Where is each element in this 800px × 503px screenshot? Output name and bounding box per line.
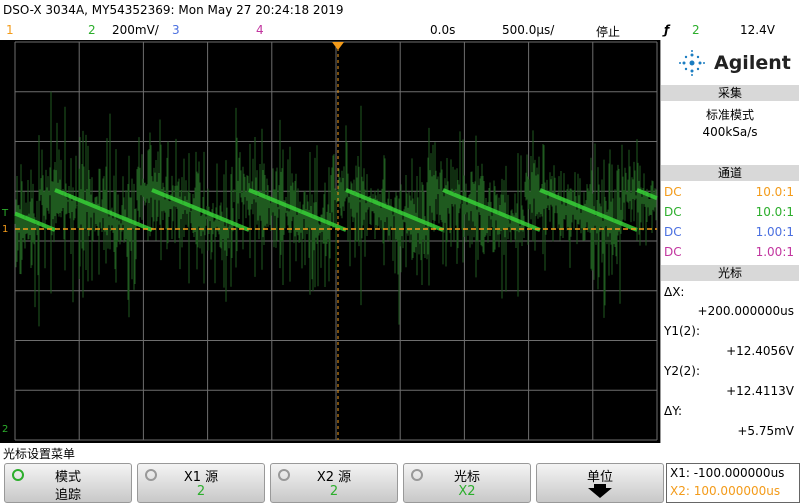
probe-ratio: 1.00:1 xyxy=(755,245,794,259)
trace xyxy=(14,188,658,232)
key-value: 追踪 xyxy=(54,488,81,503)
key-value: X2 xyxy=(458,484,476,499)
status-bar: 1 2 200mV/ 3 4 0.0s 500.0µs/ 停止 xyxy=(0,22,660,40)
down-arrow xyxy=(588,484,612,498)
rotate-icon xyxy=(278,469,290,481)
trigger-level: 12.4V xyxy=(740,23,775,37)
ch2-marker: 2 xyxy=(2,424,8,435)
channels-title: 通道 xyxy=(661,165,799,181)
x1-readout: X1: -100.000000us xyxy=(670,466,785,480)
coupling: DC xyxy=(664,225,682,239)
y2: +12.4113V xyxy=(726,384,794,398)
trigger-source: 2 xyxy=(692,23,700,37)
key-value: 2 xyxy=(196,484,206,499)
probe-ratio: 1.00:1 xyxy=(755,225,794,239)
rotate-icon xyxy=(145,469,157,481)
side-panel xyxy=(660,40,800,443)
trigger-pos xyxy=(332,42,344,50)
probe-ratio: 10.0:1 xyxy=(755,185,794,199)
brand: Agilent xyxy=(714,52,791,74)
ch1: 1 xyxy=(6,23,14,37)
key-label: X1 源 xyxy=(183,470,219,485)
key-label: 模式 xyxy=(54,470,81,485)
delay: 0.0s xyxy=(430,23,456,37)
key-icon xyxy=(537,484,663,502)
y1-label: Y1(2): xyxy=(664,324,701,338)
logo-icon xyxy=(679,50,705,76)
key-value: 2 xyxy=(329,484,339,499)
rotate-icon xyxy=(411,469,423,481)
cursors-title: 光标 xyxy=(661,265,799,281)
key-label: 单位 xyxy=(586,470,613,485)
sample-rate: 400kSa/s xyxy=(702,125,758,139)
ch2: 2 xyxy=(88,23,96,37)
run-state: 停止 xyxy=(596,25,621,39)
softkey[interactable]: 光标 X2 xyxy=(403,463,531,503)
dy-label: ΔY: xyxy=(664,404,682,418)
dx-label: ΔX: xyxy=(664,285,685,299)
key-label: X2 源 xyxy=(316,470,352,485)
ch3: 3 xyxy=(172,23,180,37)
trigger-marker: T xyxy=(1,208,9,219)
ch2-scale: 200mV/ xyxy=(112,23,159,37)
knob-icon xyxy=(410,468,424,486)
knob-icon xyxy=(144,468,158,486)
trigger-symbol: ƒ xyxy=(664,23,670,37)
title: DSO-X 3034A, MY54352369: Mon May 27 20:2… xyxy=(3,3,344,17)
cursor-readout: X1: -100.000000us X2: 100.000000us xyxy=(666,463,800,503)
waveform xyxy=(14,91,658,327)
acquire-title: 采集 xyxy=(661,85,799,101)
probe-ratio: 10.0:1 xyxy=(755,205,794,219)
dx: +200.000000us xyxy=(697,304,794,318)
coupling: DC xyxy=(664,245,682,259)
dy: +5.75mV xyxy=(737,424,794,438)
timebase: 500.0µs/ xyxy=(502,23,555,37)
y1: +12.4056V xyxy=(726,344,794,358)
x2-readout: X2: 100.000000us xyxy=(670,484,781,498)
key-label: 光标 xyxy=(453,470,480,485)
ch4: 4 xyxy=(256,23,264,37)
coupling: DC xyxy=(664,185,682,199)
rotate-icon xyxy=(12,469,24,481)
acquire-mode: 标准模式 xyxy=(705,108,754,122)
knob-icon xyxy=(277,468,291,486)
softkey[interactable]: 模式 追踪 xyxy=(4,463,132,503)
waveform-display: T 1 2 xyxy=(0,40,660,443)
ch1-marker: 1 xyxy=(2,224,8,235)
menu-title: 光标设置菜单 xyxy=(3,447,76,461)
coupling: DC xyxy=(664,205,682,219)
y2-label: Y2(2): xyxy=(664,364,701,378)
knob-icon xyxy=(11,468,25,486)
softkey[interactable]: 单位 xyxy=(536,463,664,503)
